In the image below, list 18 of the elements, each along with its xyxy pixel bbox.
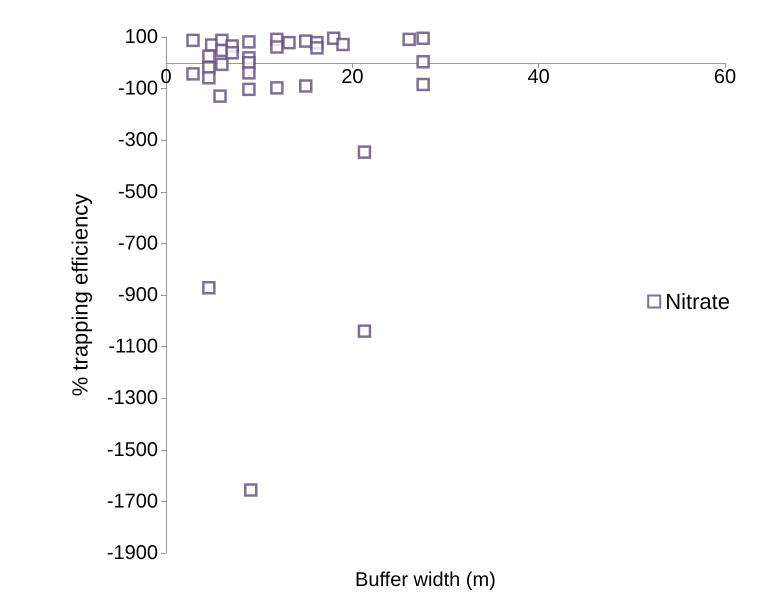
x-tick-label: 20 [341, 66, 364, 88]
y-tick-label: -1300 [106, 387, 158, 410]
y-tick-label: -300 [118, 129, 158, 152]
y-tick-label: -1900 [106, 542, 158, 564]
y-tick-label: -700 [118, 232, 158, 254]
x-tick-label: 0 [160, 66, 172, 88]
y-tick-label: -100 [118, 78, 158, 100]
y-tick-label: -1500 [106, 438, 158, 461]
y-tick-label: 100 [124, 26, 158, 48]
y-tick-label: -500 [118, 180, 158, 203]
y-axis-title: % trapping efficiency [68, 194, 92, 396]
y-tick-label: -1700 [106, 490, 158, 512]
x-axis-title: Buffer width (m) [355, 569, 496, 591]
x-tick-label: 40 [528, 66, 550, 88]
y-tick-label: -1100 [108, 336, 158, 358]
legend-label: Nitrate [665, 289, 730, 314]
x-tick-label: 60 [714, 66, 736, 88]
y-tick-label: -900 [118, 284, 158, 306]
